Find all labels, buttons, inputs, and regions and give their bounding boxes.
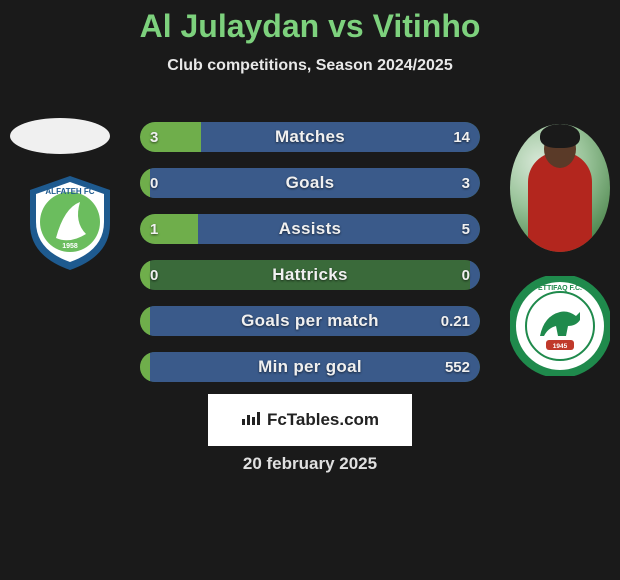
stat-row: Matches3 14 — [140, 122, 480, 152]
stat-row: Goals0 3 — [140, 168, 480, 198]
stat-row: Assists1 5 — [140, 214, 480, 244]
bar-label: Goals — [140, 168, 480, 198]
svg-text:1945: 1945 — [553, 343, 568, 350]
svg-text:ALFATEH FC: ALFATEH FC — [45, 187, 94, 196]
watermark-text: FcTables.com — [267, 410, 379, 430]
bar-label: Assists — [140, 214, 480, 244]
svg-text:ETTIFAQ F.C.: ETTIFAQ F.C. — [538, 285, 582, 292]
bar-left-value: 1 — [150, 214, 158, 244]
page-title: Al Julaydan vs Vitinho — [0, 0, 620, 45]
bar-right-value: 3 — [462, 168, 470, 198]
bar-right-value: 0.21 — [441, 306, 470, 336]
stat-row: Min per goal552 — [140, 352, 480, 382]
comparison-bars: Matches314Goals03Assists15Hattricks00Goa… — [140, 122, 480, 398]
player-right-photo — [510, 124, 610, 252]
bar-left-value: 0 — [150, 260, 158, 290]
bar-right-value: 5 — [462, 214, 470, 244]
club-left-badge: ALFATEH FC 1958 — [20, 172, 120, 272]
chart-icon — [241, 410, 261, 431]
bar-left-value: 3 — [150, 122, 158, 152]
bar-label: Goals per match — [140, 306, 480, 336]
player-left-photo — [10, 118, 110, 154]
bar-right-value: 14 — [453, 122, 470, 152]
bar-label: Hattricks — [140, 260, 480, 290]
bar-right-value: 0 — [462, 260, 470, 290]
bar-right-value: 552 — [445, 352, 470, 382]
watermark: FcTables.com — [208, 394, 412, 446]
date-text: 20 february 2025 — [0, 454, 620, 474]
stat-row: Hattricks0 0 — [140, 260, 480, 290]
bar-left-value: 0 — [150, 168, 158, 198]
svg-text:1958: 1958 — [62, 243, 78, 250]
stat-row: Goals per match0.21 — [140, 306, 480, 336]
bar-label: Matches — [140, 122, 480, 152]
bar-label: Min per goal — [140, 352, 480, 382]
club-right-badge: ETTIFAQ F.C. 1945 — [510, 276, 610, 376]
subtitle: Club competitions, Season 2024/2025 — [0, 57, 620, 75]
